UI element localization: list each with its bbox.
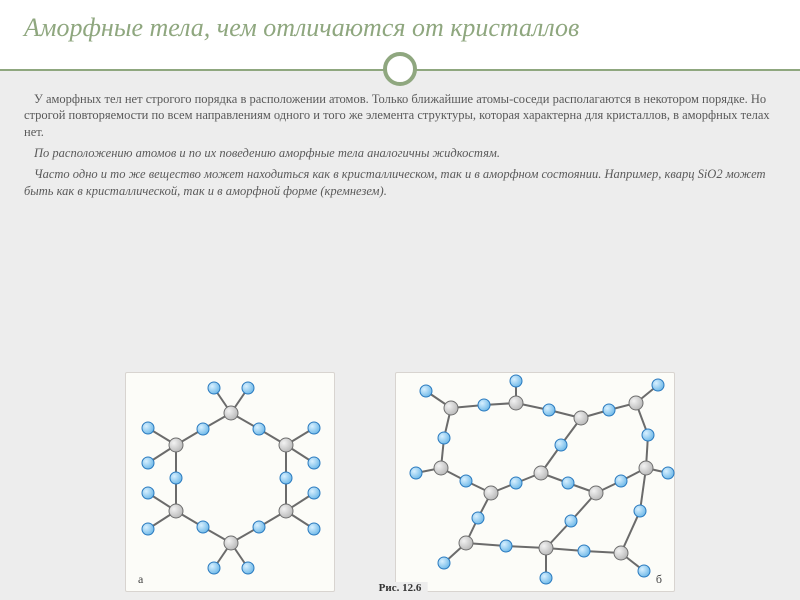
atom-silicon [574, 411, 588, 425]
atom-oxygen [438, 557, 450, 569]
atom-silicon [169, 438, 183, 452]
divider-ring-icon [383, 52, 417, 86]
atom-oxygen [662, 467, 674, 479]
atom-silicon [614, 546, 628, 560]
atom-oxygen [197, 521, 209, 533]
paragraph-2: По расположению атомов и по их поведению… [24, 145, 776, 162]
atom-silicon [434, 461, 448, 475]
atom-oxygen [420, 385, 432, 397]
atom-oxygen [308, 523, 320, 535]
atom-oxygen [510, 375, 522, 387]
atom-oxygen [562, 477, 574, 489]
atom-oxygen [578, 545, 590, 557]
atom-oxygen [543, 404, 555, 416]
panel-a-label: а [138, 572, 143, 587]
content-area: У аморфных тел нет строгого порядка в ра… [0, 69, 800, 600]
atom-oxygen [142, 487, 154, 499]
atom-oxygen [142, 523, 154, 535]
paragraph-1: У аморфных тел нет строгого порядка в ра… [24, 91, 776, 142]
atom-oxygen [652, 379, 664, 391]
atom-oxygen [208, 562, 220, 574]
atom-silicon [224, 536, 238, 550]
atom-oxygen [170, 472, 182, 484]
figure-area: а б Рис. 12.6 [24, 204, 776, 592]
atom-oxygen [642, 429, 654, 441]
atom-oxygen [253, 521, 265, 533]
atom-silicon [484, 486, 498, 500]
panel-b-label: б [656, 572, 662, 587]
diagram-amorphous: б [395, 372, 675, 592]
atom-oxygen [142, 457, 154, 469]
atom-silicon [224, 406, 238, 420]
atom-oxygen [638, 565, 650, 577]
atom-silicon [279, 504, 293, 518]
atom-oxygen [308, 457, 320, 469]
atom-oxygen [242, 562, 254, 574]
atom-silicon [629, 396, 643, 410]
atom-oxygen [197, 423, 209, 435]
atom-oxygen [555, 439, 567, 451]
atom-oxygen [438, 432, 450, 444]
atom-silicon [169, 504, 183, 518]
atom-oxygen [460, 475, 472, 487]
page-title: Аморфные тела, чем отличаются от кристал… [24, 12, 776, 45]
atom-silicon [444, 401, 458, 415]
atom-silicon [589, 486, 603, 500]
atom-oxygen [308, 422, 320, 434]
atom-oxygen [142, 422, 154, 434]
atom-silicon [539, 541, 553, 555]
atom-silicon [534, 466, 548, 480]
atom-oxygen [410, 467, 422, 479]
molecule-svg-b [396, 373, 676, 593]
atom-silicon [459, 536, 473, 550]
diagram-crystalline: а [125, 372, 335, 592]
atom-oxygen [208, 382, 220, 394]
atom-oxygen [565, 515, 577, 527]
paragraph-3: Часто одно и то же вещество может находи… [24, 166, 776, 200]
atom-oxygen [280, 472, 292, 484]
molecule-svg-a [126, 373, 336, 593]
atom-oxygen [603, 404, 615, 416]
atom-oxygen [634, 505, 646, 517]
atom-silicon [279, 438, 293, 452]
slide: Аморфные тела, чем отличаются от кристал… [0, 0, 800, 600]
atom-silicon [639, 461, 653, 475]
atom-oxygen [500, 540, 512, 552]
atom-oxygen [615, 475, 627, 487]
atom-oxygen [253, 423, 265, 435]
atom-oxygen [472, 512, 484, 524]
atom-oxygen [308, 487, 320, 499]
atom-oxygen [540, 572, 552, 584]
atom-oxygen [510, 477, 522, 489]
atom-silicon [509, 396, 523, 410]
atom-oxygen [478, 399, 490, 411]
atom-oxygen [242, 382, 254, 394]
figure-caption: Рис. 12.6 [373, 582, 428, 594]
